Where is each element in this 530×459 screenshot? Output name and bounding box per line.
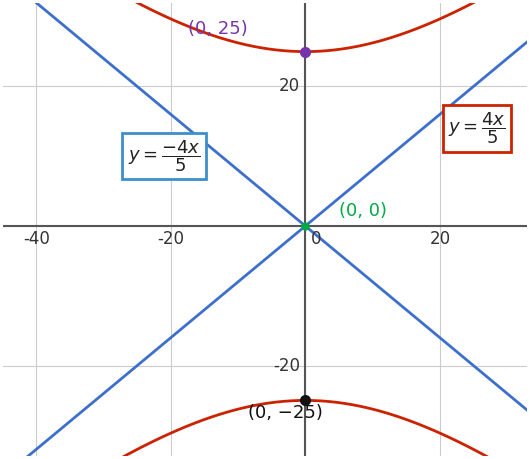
Text: -20: -20 — [273, 357, 300, 375]
Text: 0: 0 — [311, 230, 321, 247]
Text: -40: -40 — [23, 230, 50, 247]
Text: 20: 20 — [429, 230, 450, 247]
Text: $y = \dfrac{-4x}{5}$: $y = \dfrac{-4x}{5}$ — [128, 139, 200, 174]
Text: (0, −25): (0, −25) — [248, 404, 323, 422]
Text: (0, 25): (0, 25) — [188, 20, 248, 38]
Text: 20: 20 — [279, 78, 300, 95]
Text: $y = \dfrac{4x}{5}$: $y = \dfrac{4x}{5}$ — [448, 111, 506, 146]
Text: (0, 0): (0, 0) — [339, 202, 387, 219]
Text: -20: -20 — [157, 230, 184, 247]
